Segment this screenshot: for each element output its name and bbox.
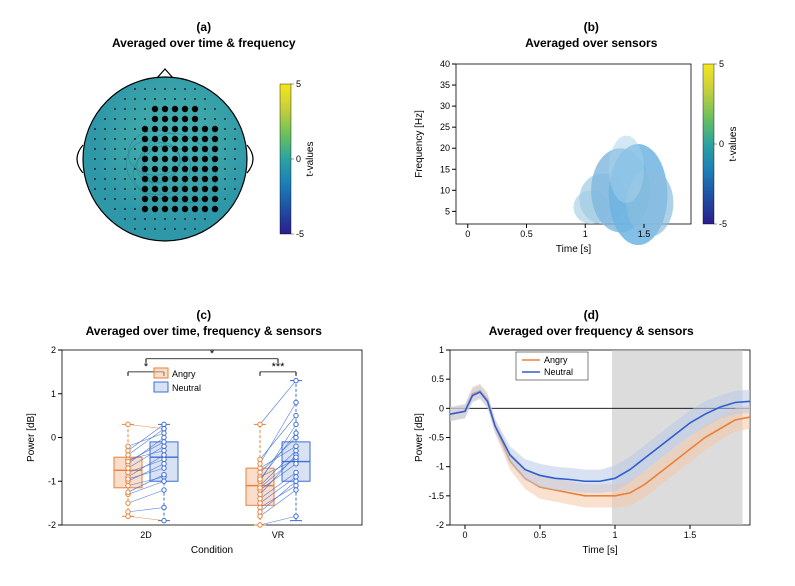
panel-c: (c) Averaged over time, frequency & sens…	[20, 308, 388, 566]
svg-text:15: 15	[439, 164, 449, 174]
svg-text:1: 1	[438, 345, 443, 355]
svg-text:Angry: Angry	[172, 369, 196, 379]
panel-a-label: (a)	[20, 20, 388, 34]
svg-text:1.5: 1.5	[683, 530, 696, 540]
svg-text:t-values: t-values	[305, 141, 316, 176]
svg-text:0: 0	[719, 139, 724, 149]
svg-text:-1.5: -1.5	[428, 491, 444, 501]
svg-text:-5: -5	[719, 219, 727, 229]
svg-text:1.5: 1.5	[637, 229, 650, 239]
panel-a-title: Averaged over time & frequency	[20, 36, 388, 50]
svg-text:-1: -1	[435, 462, 443, 472]
panel-a: (a) Averaged over time & frequency -5 0 5 t…	[20, 20, 388, 278]
svg-text:1: 1	[612, 530, 617, 540]
svg-text:0.5: 0.5	[431, 374, 444, 384]
svg-text:Time [s]: Time [s]	[555, 244, 590, 255]
topoplot: -5 0 5 t-values	[20, 54, 385, 264]
svg-text:0.5: 0.5	[533, 530, 546, 540]
svg-text:5: 5	[444, 206, 449, 216]
svg-text:1: 1	[51, 389, 56, 399]
svg-text:5: 5	[296, 79, 301, 89]
panel-b-label: (b)	[408, 20, 776, 34]
panel-c-title: Averaged over time, frequency & sensors	[20, 324, 388, 338]
svg-text:35: 35	[439, 80, 449, 90]
svg-text:Neutral: Neutral	[172, 383, 201, 393]
svg-text:2D: 2D	[140, 530, 152, 540]
svg-text:2: 2	[51, 345, 56, 355]
svg-text:Angry: Angry	[544, 355, 568, 365]
svg-text:0: 0	[462, 530, 467, 540]
svg-text:*: *	[210, 348, 215, 360]
panel-d-title: Averaged over frequency & sensors	[408, 324, 776, 338]
svg-text:-0.5: -0.5	[428, 433, 444, 443]
svg-text:Neutral: Neutral	[544, 367, 573, 377]
svg-text:Frequency [Hz]: Frequency [Hz]	[414, 110, 425, 178]
svg-text:0: 0	[438, 403, 443, 413]
svg-text:0: 0	[51, 433, 56, 443]
svg-text:0: 0	[296, 154, 301, 164]
panel-d-label: (d)	[408, 308, 776, 322]
tf-plot: 0 0.5 1 1.5 5 10 15 20 25 30 35 40 Time [s] Frequency…	[408, 54, 773, 264]
svg-text:-2: -2	[435, 520, 443, 530]
time-series-plot: 0 0.5 1 1.5 -2 -1.5 -1 -0.5 0 0.5 1 Time [s] Power […	[408, 342, 773, 562]
svg-text:20: 20	[439, 143, 449, 153]
svg-text:10: 10	[439, 185, 449, 195]
svg-text:1: 1	[582, 229, 587, 239]
panel-b: (b) Averaged over sensors 0 0.5 1 1.5 5 10 15 2…	[408, 20, 776, 278]
svg-text:Condition: Condition	[191, 545, 233, 556]
svg-text:-1: -1	[48, 476, 56, 486]
panel-c-label: (c)	[20, 308, 388, 322]
svg-text:0.5: 0.5	[520, 229, 533, 239]
svg-text:0: 0	[465, 229, 470, 239]
svg-text:Power [dB]: Power [dB]	[26, 413, 37, 462]
figure-grid: (a) Averaged over time & frequency -5 0 5 t…	[20, 20, 775, 566]
svg-text:VR: VR	[272, 530, 285, 540]
svg-text:5: 5	[719, 59, 724, 69]
svg-text:Time [s]: Time [s]	[582, 545, 617, 556]
panel-d: (d) Averaged over frequency & sensors 00…	[408, 308, 776, 566]
box-plot: -2-1012*****2DVRConditionPower [dB]Angry…	[20, 342, 385, 562]
svg-text:25: 25	[439, 122, 449, 132]
svg-text:t-values: t-values	[728, 126, 739, 161]
svg-text:-5: -5	[296, 229, 304, 239]
svg-text:Power [dB]: Power [dB]	[414, 413, 425, 462]
panel-b-title: Averaged over sensors	[408, 36, 776, 50]
svg-text:-2: -2	[48, 520, 56, 530]
svg-text:30: 30	[439, 101, 449, 111]
svg-text:40: 40	[439, 59, 449, 69]
